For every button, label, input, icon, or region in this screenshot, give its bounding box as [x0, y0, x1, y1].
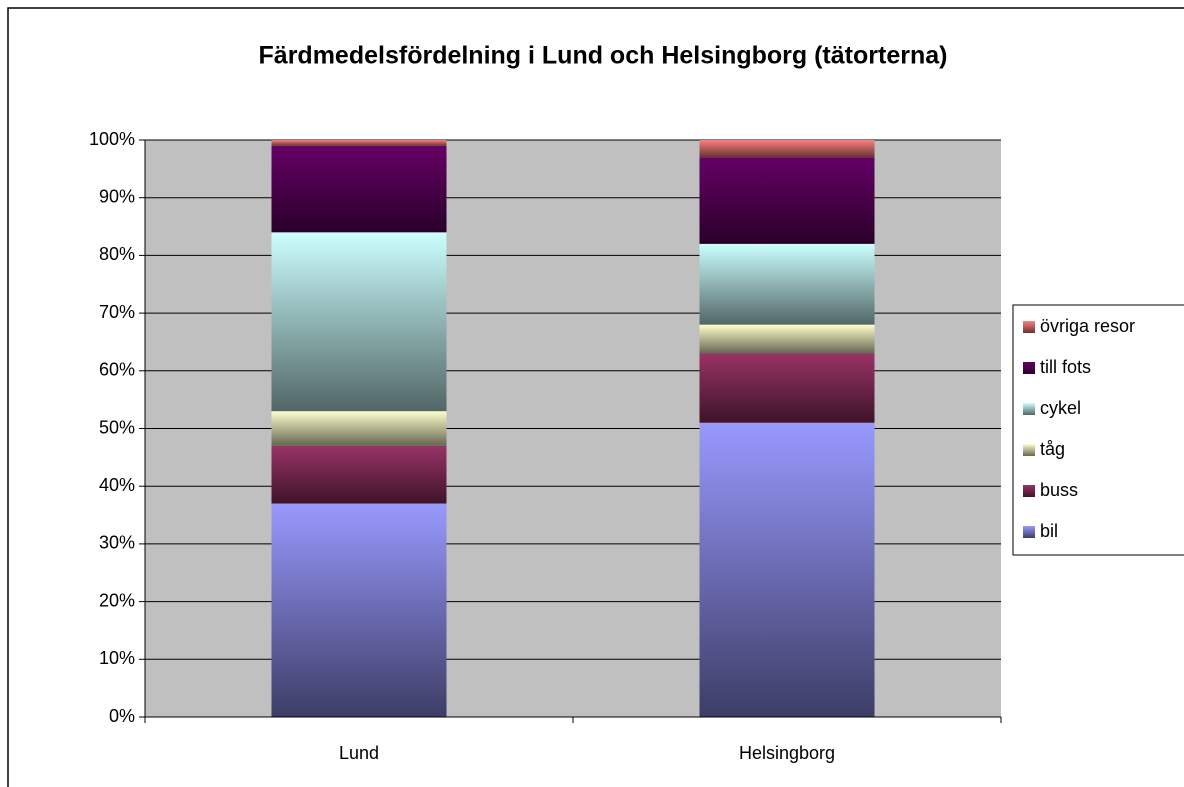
y-tick-label: 0%	[109, 706, 135, 726]
x-tick-label: Lund	[339, 743, 379, 763]
bar-segment	[699, 324, 875, 354]
legend-swatch	[1023, 485, 1035, 497]
bar-segment	[699, 422, 875, 717]
legend-swatch	[1023, 321, 1035, 333]
bar-segment	[699, 157, 875, 244]
legend-swatch	[1023, 444, 1035, 456]
legend-label: tåg	[1040, 439, 1065, 459]
y-tick-label: 50%	[99, 417, 135, 437]
bar-segment	[699, 140, 875, 158]
y-tick-label: 10%	[99, 648, 135, 668]
y-tick-label: 100%	[89, 129, 135, 149]
legend-label: övriga resor	[1040, 316, 1135, 336]
y-tick-label: 40%	[99, 475, 135, 495]
y-tick-label: 80%	[99, 244, 135, 264]
bar-segment	[699, 243, 875, 325]
legend-label: buss	[1040, 480, 1078, 500]
bar-segment	[699, 353, 875, 423]
bar-segment	[271, 140, 447, 146]
y-tick-label: 90%	[99, 186, 135, 206]
chart-title: Färdmedelsfördelning i Lund och Helsingb…	[259, 42, 948, 70]
bar-segment	[271, 503, 447, 717]
bar-segment	[271, 411, 447, 446]
legend-label: till fots	[1040, 357, 1091, 377]
legend-swatch	[1023, 403, 1035, 415]
legend-swatch	[1023, 526, 1035, 538]
legend-swatch	[1023, 362, 1035, 374]
bar-segment	[271, 145, 447, 233]
y-tick-label: 20%	[99, 590, 135, 610]
y-tick-label: 30%	[99, 533, 135, 553]
bar-segment	[271, 445, 447, 504]
legend-box	[1012, 304, 1184, 556]
y-tick-label: 60%	[99, 360, 135, 380]
bar-segment	[271, 232, 447, 412]
y-tick-label: 70%	[99, 302, 135, 322]
x-tick-label: Helsingborg	[739, 743, 835, 763]
legend-label: cykel	[1040, 398, 1081, 418]
legend-label: bil	[1040, 521, 1058, 541]
